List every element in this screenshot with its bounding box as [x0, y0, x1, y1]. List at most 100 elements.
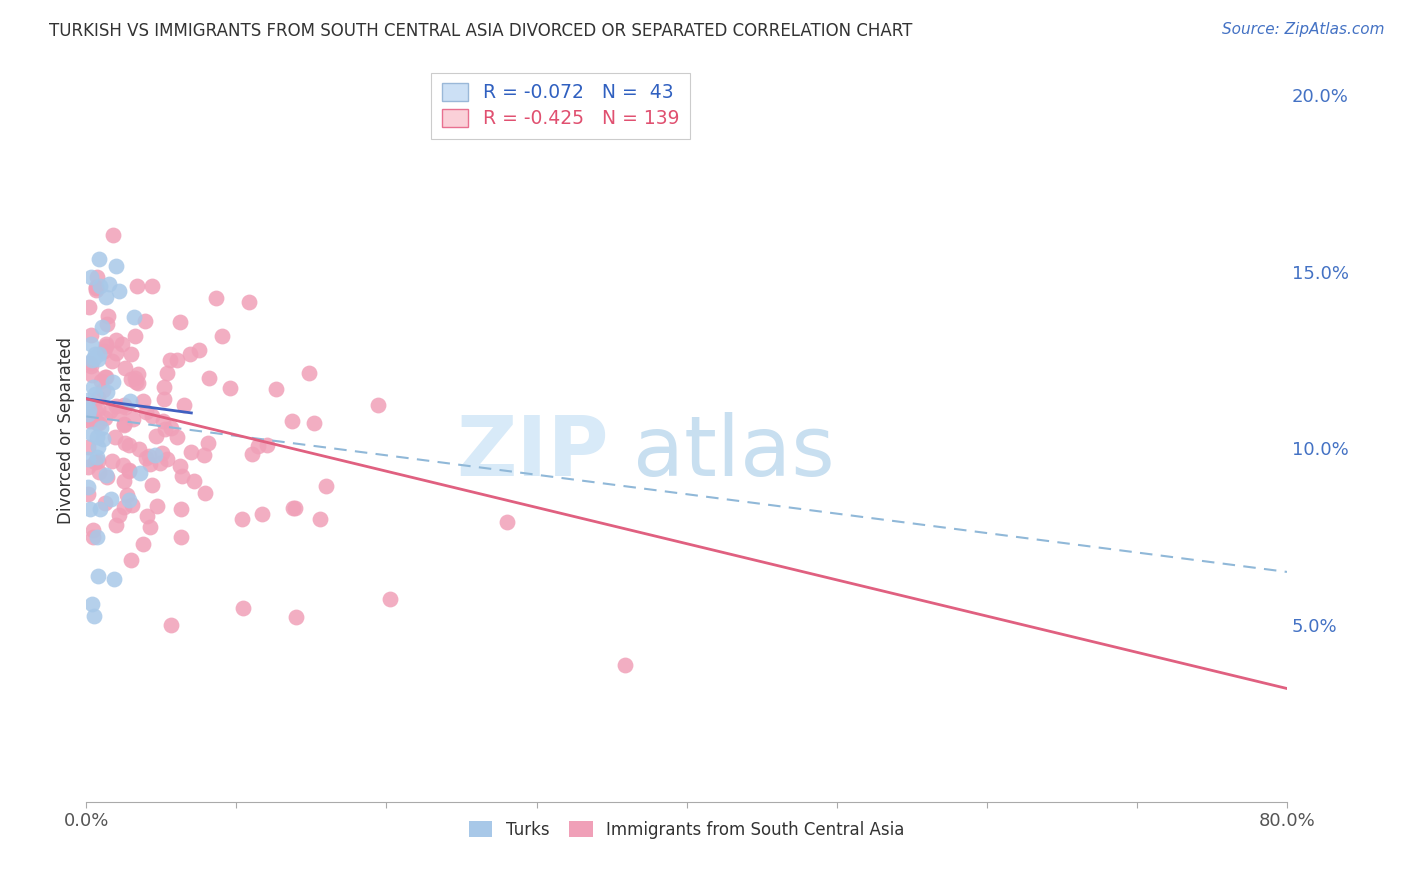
Point — [86, 270, 108, 285]
Point — [77, 460, 100, 475]
Point — [82, 530, 104, 544]
Point — [90, 374, 112, 388]
Point — [197, 435, 219, 450]
Point — [159, 352, 181, 367]
Point — [127, 367, 149, 381]
Point — [94, 339, 117, 353]
Point — [79, 502, 101, 516]
Point — [76, 480, 98, 494]
Point — [76, 407, 98, 421]
Point — [105, 333, 128, 347]
Point — [94, 411, 117, 425]
Point — [80, 269, 103, 284]
Point — [139, 457, 162, 471]
Point — [134, 314, 156, 328]
Point — [79, 356, 101, 370]
Point — [135, 404, 157, 418]
Point — [179, 347, 201, 361]
Point — [173, 399, 195, 413]
Point — [94, 370, 117, 384]
Point — [308, 511, 330, 525]
Point — [238, 294, 260, 309]
Point — [94, 290, 117, 304]
Point — [100, 492, 122, 507]
Point — [91, 383, 114, 397]
Point — [87, 465, 110, 479]
Point — [194, 486, 217, 500]
Point — [83, 351, 105, 365]
Point — [87, 252, 110, 267]
Point — [91, 432, 114, 446]
Point — [108, 406, 131, 420]
Point — [124, 370, 146, 384]
Point — [112, 398, 135, 412]
Point — [180, 444, 202, 458]
Point — [281, 501, 304, 516]
Point — [114, 401, 136, 415]
Point — [82, 352, 104, 367]
Point — [76, 399, 98, 413]
Point — [127, 376, 149, 391]
Point — [153, 392, 176, 406]
Text: Source: ZipAtlas.com: Source: ZipAtlas.com — [1222, 22, 1385, 37]
Point — [98, 404, 121, 418]
Point — [112, 458, 135, 472]
Point — [108, 285, 131, 299]
Point — [76, 440, 98, 454]
Point — [264, 382, 287, 396]
Point — [166, 430, 188, 444]
Point — [100, 353, 122, 368]
Point — [82, 380, 104, 394]
Point — [302, 416, 325, 430]
Point — [614, 658, 637, 673]
Point — [79, 336, 101, 351]
Point — [93, 343, 115, 358]
Point — [205, 291, 228, 305]
Point — [124, 310, 146, 325]
Point — [96, 470, 118, 484]
Text: TURKISH VS IMMIGRANTS FROM SOUTH CENTRAL ASIA DIVORCED OR SEPARATED CORRELATION : TURKISH VS IMMIGRANTS FROM SOUTH CENTRAL… — [49, 22, 912, 40]
Point — [80, 359, 103, 373]
Point — [160, 618, 183, 632]
Point — [80, 327, 103, 342]
Point — [80, 598, 103, 612]
Point — [150, 446, 173, 460]
Point — [284, 500, 307, 515]
Y-axis label: Divorced or Separated: Divorced or Separated — [58, 337, 75, 524]
Point — [83, 347, 105, 361]
Point — [231, 511, 253, 525]
Point — [169, 315, 191, 329]
Point — [87, 416, 110, 430]
Point — [93, 496, 115, 510]
Point — [86, 416, 108, 430]
Point — [112, 417, 135, 432]
Point — [76, 413, 98, 427]
Point — [120, 347, 142, 361]
Point — [77, 402, 100, 417]
Point — [120, 553, 142, 567]
Point — [170, 530, 193, 544]
Point — [76, 393, 98, 408]
Point — [152, 380, 174, 394]
Point — [89, 501, 111, 516]
Point — [281, 414, 304, 428]
Point — [118, 394, 141, 409]
Point — [143, 448, 166, 462]
Point — [84, 283, 107, 297]
Point — [240, 447, 263, 461]
Point — [141, 477, 163, 491]
Point — [122, 412, 145, 426]
Point — [112, 500, 135, 515]
Point — [83, 403, 105, 417]
Point — [118, 492, 141, 507]
Point — [87, 569, 110, 583]
Point — [149, 456, 172, 470]
Point — [247, 439, 270, 453]
Point — [103, 572, 125, 586]
Point — [198, 371, 221, 385]
Point — [170, 502, 193, 516]
Point — [187, 343, 209, 357]
Point — [169, 458, 191, 473]
Point — [77, 408, 100, 422]
Point — [115, 488, 138, 502]
